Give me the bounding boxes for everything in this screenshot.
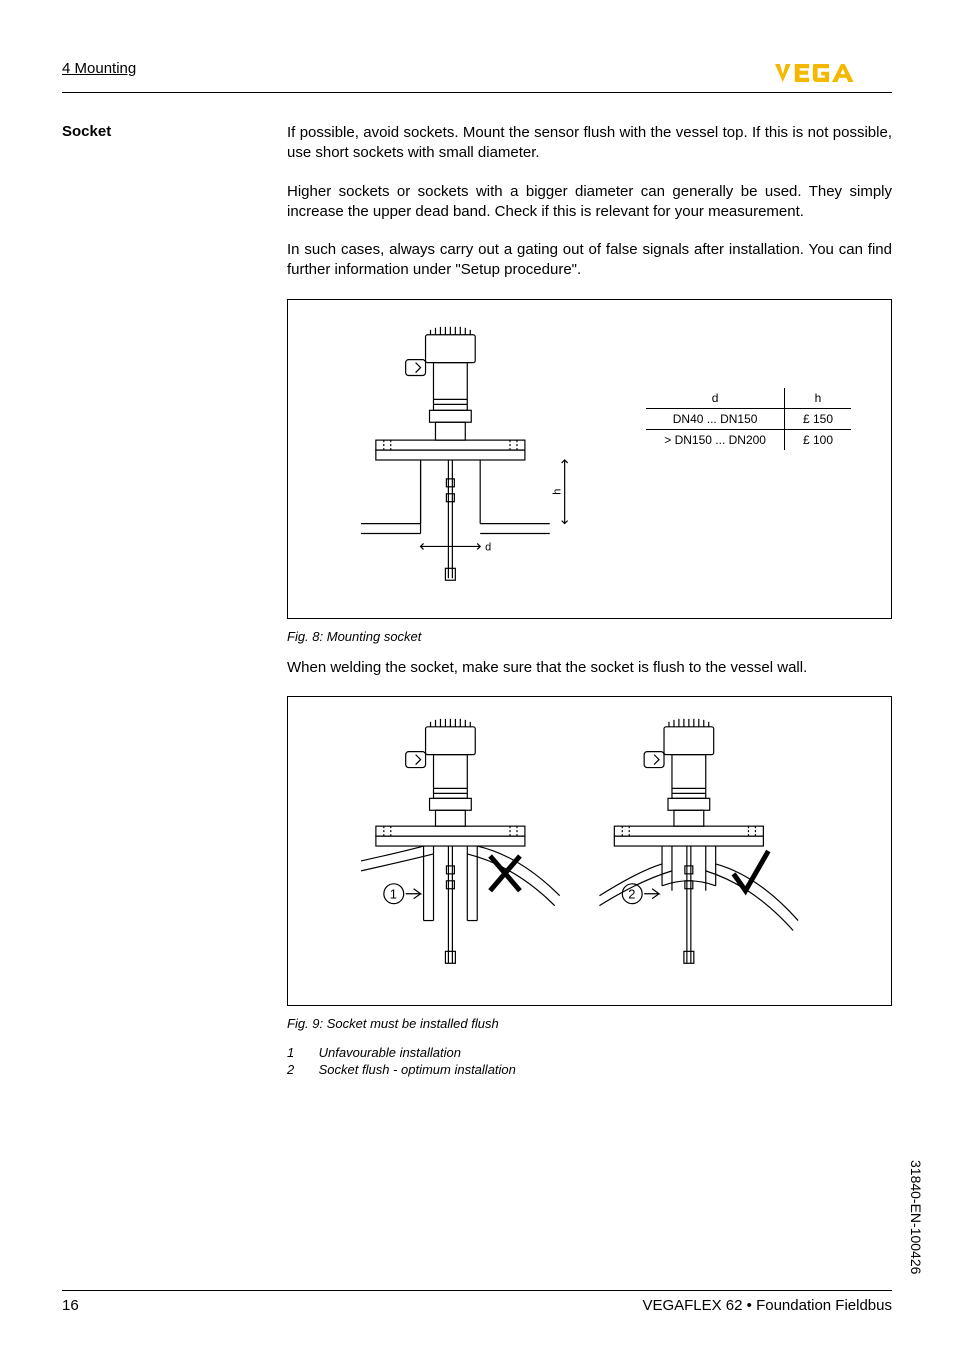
table-header-d: d bbox=[646, 388, 784, 409]
legend-num: 2 bbox=[287, 1062, 315, 1077]
legend-row: 1 Unfavourable installation bbox=[287, 1045, 892, 1060]
legend-num: 1 bbox=[287, 1045, 315, 1060]
table-cell: £ 100 bbox=[784, 429, 851, 450]
paragraph-1: If possible, avoid sockets. Mount the se… bbox=[287, 123, 892, 164]
socket-dimension-table: d h DN40 ... DN150 £ 150 > DN150 ... DN2… bbox=[646, 388, 851, 450]
main-column: If possible, avoid sockets. Mount the se… bbox=[287, 123, 892, 1079]
section-title: 4 Mounting bbox=[62, 60, 136, 77]
legend-text: Socket flush - optimum installation bbox=[319, 1062, 516, 1077]
legend-row: 2 Socket flush - optimum installation bbox=[287, 1062, 892, 1077]
content-area: Socket If possible, avoid sockets. Mount… bbox=[62, 123, 892, 1079]
callout-1-label: 1 bbox=[390, 886, 397, 901]
sidebar: Socket bbox=[62, 123, 287, 1079]
dim-d-label: d bbox=[485, 541, 491, 553]
paragraph-4: When welding the socket, make sure that … bbox=[287, 658, 892, 678]
figure-9-caption: Fig. 9: Socket must be installed flush bbox=[287, 1016, 892, 1031]
paragraph-2: Higher sockets or sockets with a bigger … bbox=[287, 182, 892, 223]
dim-h-label: h bbox=[552, 488, 564, 494]
paragraph-3: In such cases, always carry out a gating… bbox=[287, 240, 892, 281]
page-header: 4 Mounting bbox=[62, 60, 892, 93]
table-cell: DN40 ... DN150 bbox=[646, 408, 784, 429]
legend-text: Unfavourable installation bbox=[319, 1045, 461, 1060]
figure-8: d h d h DN40 ... DN150 £ 150 > DN150 ...… bbox=[287, 299, 892, 619]
document-code: 31840-EN-100426 bbox=[908, 1160, 924, 1274]
sidebar-heading: Socket bbox=[62, 123, 287, 140]
page-footer: 16 VEGAFLEX 62 • Foundation Fieldbus bbox=[62, 1290, 892, 1314]
table-cell: > DN150 ... DN200 bbox=[646, 429, 784, 450]
callout-2-label: 2 bbox=[628, 886, 635, 901]
page-number: 16 bbox=[62, 1297, 79, 1314]
vega-logo bbox=[772, 60, 892, 86]
figure-8-caption: Fig. 8: Mounting socket bbox=[287, 629, 892, 644]
table-cell: £ 150 bbox=[784, 408, 851, 429]
product-name: VEGAFLEX 62 • Foundation Fieldbus bbox=[642, 1297, 892, 1314]
figure-9: 1 bbox=[287, 696, 892, 1006]
figure-9-diagram: 1 bbox=[288, 697, 891, 1005]
figure-8-diagram: d h bbox=[288, 300, 891, 618]
table-header-h: h bbox=[784, 388, 851, 409]
